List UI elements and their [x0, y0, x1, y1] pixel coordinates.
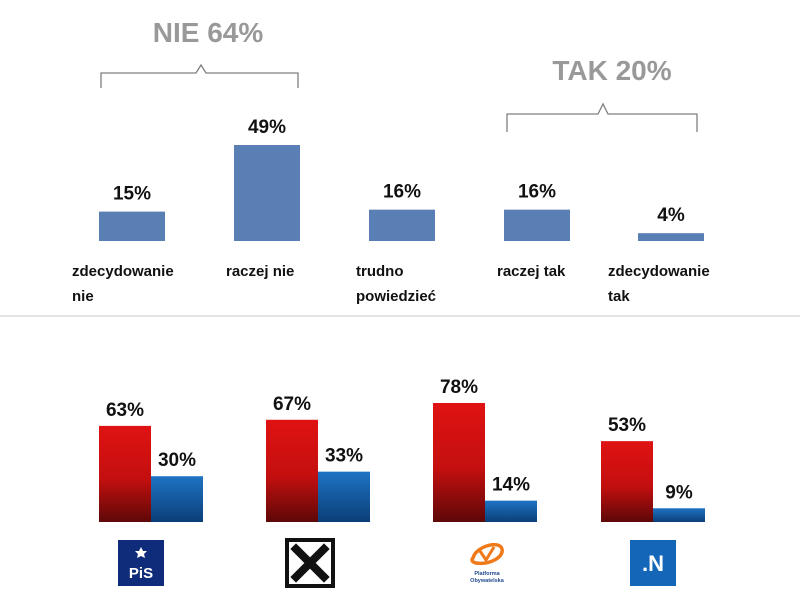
tak-bar — [151, 476, 203, 522]
pis-logo-icon: PiS — [118, 540, 164, 586]
top-bar-value-label: 4% — [657, 205, 685, 226]
top-bar-value-label: 15% — [113, 184, 151, 205]
tak-group-label: TAK 20% — [552, 55, 671, 86]
top-category-label: nie — [72, 288, 94, 305]
nie-value-label: 53% — [608, 415, 646, 436]
top-category-label: raczej tak — [497, 263, 566, 280]
nie-group-label: NIE 64% — [153, 17, 264, 48]
tak-bar — [653, 508, 705, 522]
top-bar — [504, 209, 570, 241]
nie-group-brace — [100, 63, 299, 88]
nowoczesna-logo-icon: .N — [630, 540, 676, 586]
nie-bar — [433, 403, 485, 522]
nie-bar — [601, 441, 653, 522]
top-category-label: powiedzieć — [356, 288, 436, 305]
top-bar — [638, 233, 704, 241]
top-bar-value-label: 16% — [518, 182, 556, 203]
top-category-label: raczej nie — [226, 263, 294, 280]
top-category-label: zdecydowanie — [72, 263, 174, 280]
top-bar — [234, 145, 300, 241]
svg-text:Platforma: Platforma — [474, 571, 500, 577]
top-bar — [99, 211, 165, 241]
tak-value-label: 33% — [325, 446, 363, 467]
nie-value-label: 78% — [440, 377, 478, 398]
top-bar — [369, 209, 435, 241]
tak-bar — [485, 500, 537, 522]
tak-value-label: 9% — [665, 482, 693, 503]
top-category-label: tak — [608, 288, 630, 305]
nie-bar — [266, 419, 318, 522]
kukiz-logo-icon — [285, 538, 335, 588]
tak-value-label: 14% — [492, 475, 530, 496]
nie-value-label: 63% — [106, 400, 144, 421]
tak-bar — [318, 471, 370, 522]
top-category-label: zdecydowanie — [608, 263, 710, 280]
svg-text:Obywatelska: Obywatelska — [470, 578, 505, 584]
tak-value-label: 30% — [158, 450, 196, 471]
top-bar-value-label: 16% — [383, 182, 421, 203]
nie-bar — [99, 425, 151, 522]
top-bar-value-label: 49% — [248, 117, 286, 138]
po-logo-icon: Platforma Obywatelska — [470, 542, 505, 584]
top-bar-chart: 15% zdecydowanie nie 49% raczej nie 16% trudno… — [72, 117, 710, 305]
svg-text:PiS: PiS — [129, 565, 153, 582]
tak-group-brace — [506, 102, 698, 132]
nie-value-label: 67% — [273, 394, 311, 415]
top-category-label: trudno — [356, 263, 403, 280]
party-bar-chart: 63% 67% 78% 53% 30% 33% 14% 9% — [99, 377, 705, 522]
svg-text:.N: .N — [642, 551, 664, 576]
